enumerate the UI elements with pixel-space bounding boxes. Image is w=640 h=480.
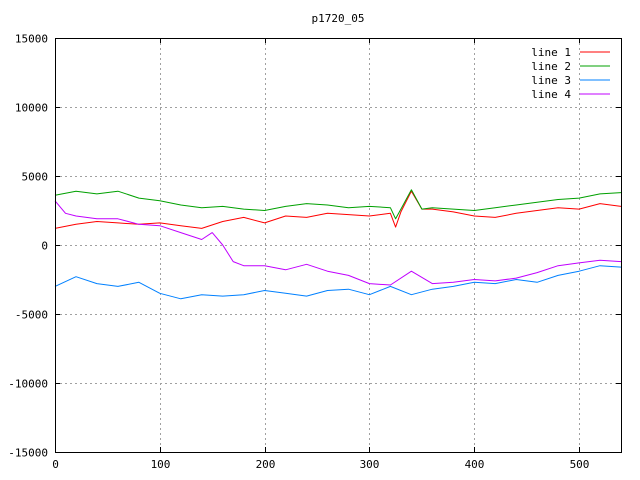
x-tick-label: 100	[151, 458, 171, 471]
grid-layer	[55, 38, 621, 452]
tick-layer: 0 100 200 300 400 500 -15000 -10000 -5000 0 5000 10…	[8, 33, 621, 471]
series-line-1	[54, 190, 622, 229]
y-tick-label: -15000	[8, 447, 48, 460]
series-line-2	[54, 189, 622, 220]
legend-label: line 2	[531, 60, 571, 73]
x-tick-label: 400	[465, 458, 485, 471]
chart-title: p1720_05	[312, 12, 365, 25]
y-tick-label: -10000	[8, 378, 48, 391]
series-line-3	[54, 265, 622, 300]
x-tick-label: 200	[256, 458, 276, 471]
legend-label: line 1	[531, 46, 571, 59]
series-line-4	[54, 200, 622, 286]
legend-label: line 4	[531, 88, 571, 101]
legend-label: line 3	[531, 74, 571, 87]
y-tick-label: 15000	[15, 33, 48, 46]
y-tick-label: 5000	[22, 171, 49, 184]
series-layer	[54, 189, 622, 300]
x-tick-label: 0	[52, 458, 59, 471]
y-tick-label: -5000	[15, 309, 48, 322]
x-tick-label: 300	[360, 458, 380, 471]
y-tick-label: 10000	[15, 102, 48, 115]
x-tick-label: 500	[570, 458, 590, 471]
y-tick-label: 0	[41, 240, 48, 253]
